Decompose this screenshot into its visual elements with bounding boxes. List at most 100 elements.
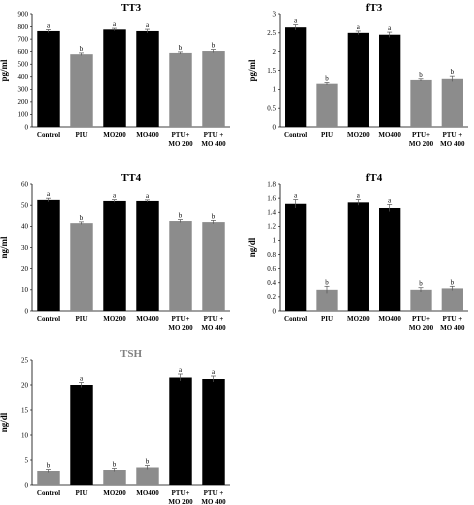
bar-2 [70,223,93,311]
y-tick-label: 1 [273,237,277,245]
y-tick-label: 0.5 [267,104,276,112]
y-tick-label: 1.4 [267,209,276,217]
y-tick-label: 1.6 [267,194,276,202]
significance-letter: a [388,196,392,204]
y-tick-label: 0 [25,307,29,315]
category-label: MO200 [103,131,126,139]
chart-tt3: TT3 pg/ml 0 100 200 300 400 500 600 700 800 900 a Con… [0,2,230,148]
significance-letter: b [419,280,423,288]
significance-letter: a [179,366,183,374]
significance-letter: a [113,20,117,28]
significance-letter: b [325,75,329,83]
category-label: PTU + MO 400 [440,315,465,332]
y-tick-label: 15 [21,406,29,414]
category-label: MO200 [103,489,126,497]
category-label: PIU [75,131,87,139]
bar-5 [169,52,192,127]
category-label: PTU + MO 400 [201,315,226,332]
bar-3 [103,29,126,127]
category-label: MO400 [136,315,159,323]
category-label: MO200 [347,131,370,139]
y-tick-label: 200 [18,98,29,106]
category-label: MO400 [378,315,401,323]
y-tick-label: 1.8 [267,180,276,188]
y-tick-label: 10 [21,286,29,294]
y-axis-label: ng/dl [247,237,257,257]
bar-5 [410,79,432,127]
category-label: Control [37,131,60,139]
category-label: PTU + MO 400 [201,131,226,148]
y-tick-label: 400 [18,73,29,81]
bar-4 [136,200,159,311]
bar-4 [379,34,401,127]
bar-2 [316,83,338,127]
significance-letter: a [146,21,150,29]
significance-letter: b [212,212,216,220]
y-tick-label: 300 [18,86,29,94]
category-label: MO400 [378,131,401,139]
category-label: PIU [75,489,87,497]
category-label: PTU + MO 400 [440,131,465,148]
y-tick-label: 0.2 [267,293,276,301]
y-tick-label: 700 [18,35,29,43]
y-axis-label: ng/ml [0,236,9,259]
significance-letter: a [388,24,392,32]
y-tick-label: 0 [25,481,29,489]
significance-letter: a [47,21,51,29]
y-tick-label: 50 [21,201,29,209]
bar-1 [37,199,60,311]
y-tick-label: 100 [18,111,29,119]
significance-letter: b [179,44,183,52]
bar-6 [441,288,463,311]
y-tick-label: 1.2 [267,223,276,231]
significance-letter: b [80,214,84,222]
chart-tt4: TT4 ng/ml 0 10 20 30 40 50 60 a Control b PIU a MO200 a… [0,172,230,332]
bar-2 [70,385,93,485]
bar-3 [103,200,126,311]
chart-title: fT3 [366,2,383,14]
y-axis-label: pg/ml [247,59,257,82]
significance-letter: a [146,192,150,200]
bar-6 [202,222,225,311]
chart-ft4: fT4 ng/dl 0 0.2 0.4 0.6 0.8 1 1.2 1.4 1.6 1.8 a Contr… [247,172,468,332]
y-tick-label: 1 [273,86,277,94]
significance-letter: b [113,461,117,469]
chart-title: TT4 [121,172,142,184]
category-label: PIU [75,315,87,323]
category-label: PTU+ MO 200 [409,315,434,332]
category-label: PIU [321,131,333,139]
y-tick-label: 0 [273,307,277,315]
category-label: Control [37,489,60,497]
y-tick-label: 10 [21,431,29,439]
y-tick-label: 30 [21,244,29,252]
y-tick-label: 20 [21,265,29,273]
bar-1 [285,203,307,311]
chart-title: TSH [120,348,142,360]
y-axis-label: ng/dl [0,412,9,432]
chart-title: TT3 [121,2,142,14]
chart-tsh: TSH ng/dl 0 5 10 15 20 25 b Control a PIU b MO200 b MO4… [0,348,230,505]
category-label: PTU+ MO 200 [168,315,193,332]
category-label: PIU [321,315,333,323]
y-tick-label: 5 [25,456,29,464]
significance-letter: a [294,192,298,200]
bar-3 [347,202,369,311]
significance-letter: a [357,23,361,31]
y-tick-label: 20 [21,381,29,389]
bar-5 [169,221,192,311]
bar-5 [169,377,192,485]
significance-letter: b [146,458,150,466]
category-label: Control [284,131,307,139]
bar-3 [103,470,126,485]
significance-letter: a [212,368,216,376]
y-tick-label: 0.6 [267,265,276,273]
category-label: MO200 [103,315,126,323]
significance-letter: b [47,462,51,470]
y-tick-label: 2 [273,48,277,56]
bar-6 [202,51,225,127]
significance-letter: b [419,71,423,79]
bar-4 [379,207,401,311]
bar-1 [37,471,60,485]
significance-letter: b [325,278,329,286]
category-label: Control [284,315,307,323]
